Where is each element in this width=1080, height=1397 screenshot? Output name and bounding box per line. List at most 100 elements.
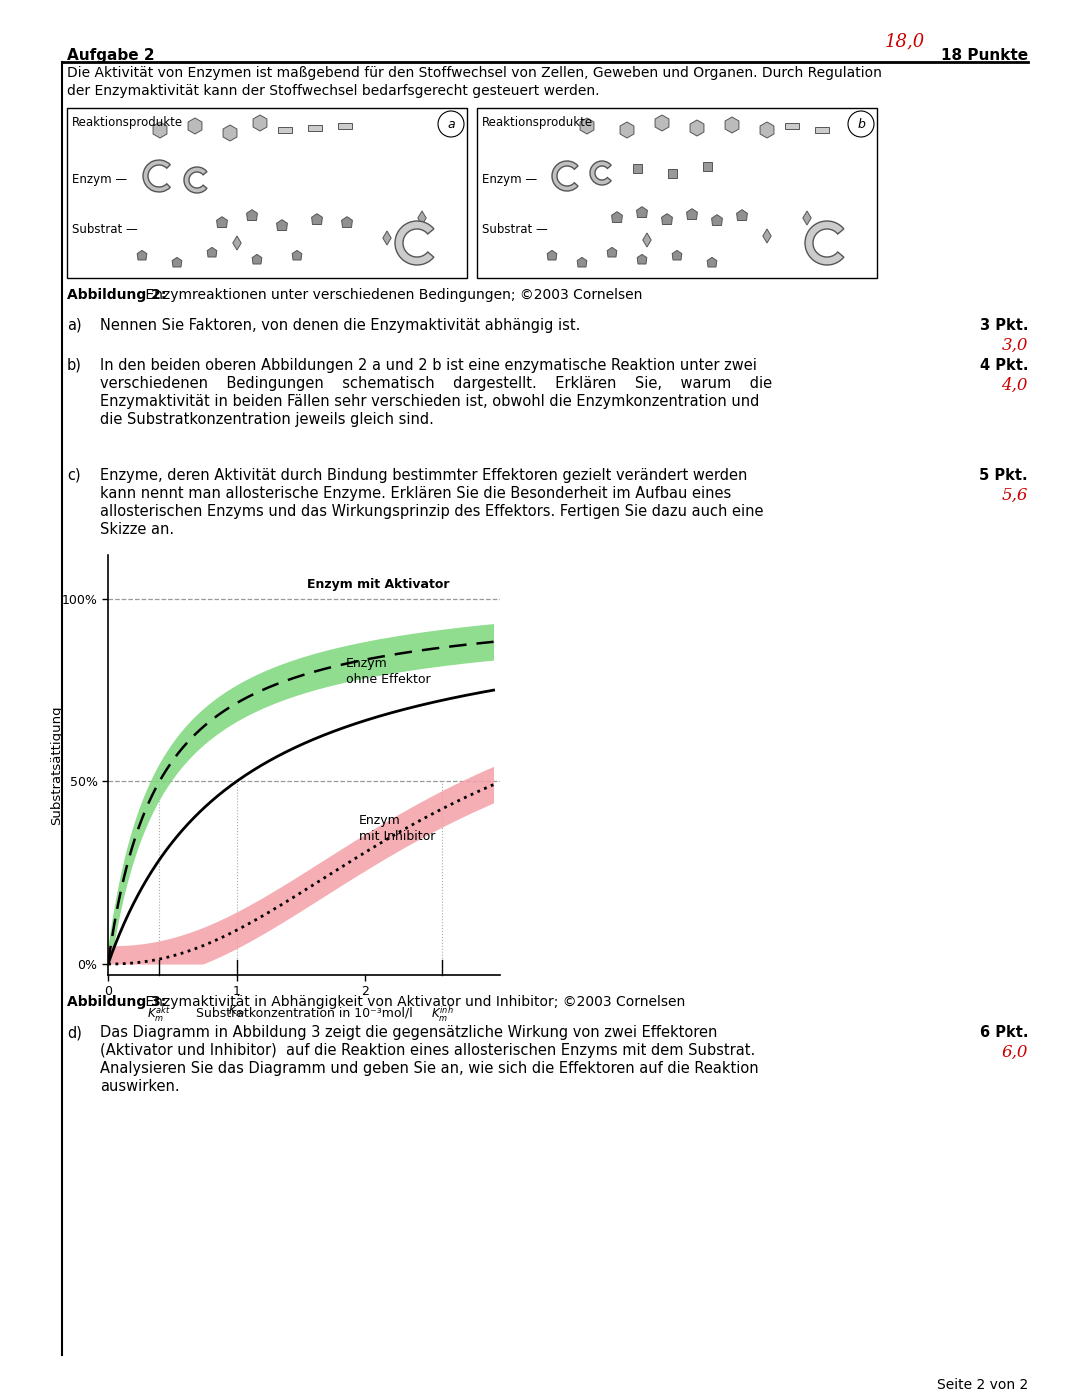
Polygon shape <box>224 124 237 141</box>
Bar <box>815 127 829 133</box>
Polygon shape <box>672 250 681 260</box>
Bar <box>338 123 352 129</box>
Polygon shape <box>253 254 261 264</box>
Text: In den beiden oberen Abbildungen 2 a und 2 b ist eine enzymatische Reaktion unte: In den beiden oberen Abbildungen 2 a und… <box>100 358 757 373</box>
Text: verschiedenen    Bedingungen    schematisch    dargestellt.    Erklären    Sie, : verschiedenen Bedingungen schematisch da… <box>100 376 772 391</box>
Polygon shape <box>253 115 267 131</box>
Text: Abbildung 2:: Abbildung 2: <box>67 288 166 302</box>
Polygon shape <box>341 217 352 228</box>
Bar <box>278 127 292 133</box>
Bar <box>785 123 799 129</box>
Text: Skizze an.: Skizze an. <box>100 522 174 536</box>
Polygon shape <box>611 212 622 222</box>
Text: der Enzymaktivität kann der Stoffwechsel bedarfsgerecht gesteuert werden.: der Enzymaktivität kann der Stoffwechsel… <box>67 84 599 98</box>
Text: 6,0: 6,0 <box>1001 1044 1028 1060</box>
Polygon shape <box>607 247 617 257</box>
Text: Aufgabe 2: Aufgabe 2 <box>67 47 154 63</box>
Text: 18,0: 18,0 <box>885 32 926 50</box>
Text: $K_m^{akt}$: $K_m^{akt}$ <box>148 1004 172 1024</box>
Text: 4 Pkt.: 4 Pkt. <box>980 358 1028 373</box>
Polygon shape <box>382 231 391 244</box>
Text: Enzymaktivität in Abhängigkeit von Aktivator und Inhibitor; ©2003 Cornelsen: Enzymaktivität in Abhängigkeit von Aktiv… <box>141 995 686 1009</box>
Polygon shape <box>687 208 698 219</box>
Text: auswirken.: auswirken. <box>100 1078 179 1094</box>
Polygon shape <box>188 117 202 134</box>
Text: $K_m$: $K_m$ <box>228 1004 245 1020</box>
Text: allosterischen Enzyms und das Wirkungsprinzip des Effektors. Fertigen Sie dazu a: allosterischen Enzyms und das Wirkungspr… <box>100 504 764 520</box>
Polygon shape <box>293 250 301 260</box>
Text: 4,0: 4,0 <box>1001 377 1028 394</box>
Text: Abbildung 2: Enzymreaktionen unter verschiedenen Bedingungen; ©2003 Cornelsen: Abbildung 2: Enzymreaktionen unter versc… <box>67 288 657 302</box>
Wedge shape <box>552 161 578 191</box>
Polygon shape <box>548 250 557 260</box>
Text: (Aktivator und Inhibitor)  auf die Reaktion eines allosterischen Enzyms mit dem : (Aktivator und Inhibitor) auf die Reakti… <box>100 1044 755 1058</box>
Text: c): c) <box>67 468 81 483</box>
Polygon shape <box>312 214 323 225</box>
Polygon shape <box>620 122 634 138</box>
Bar <box>477 108 877 278</box>
Wedge shape <box>143 161 171 191</box>
Text: Abbildung 3:: Abbildung 3: <box>67 995 166 1009</box>
Bar <box>667 169 676 177</box>
Polygon shape <box>233 236 241 250</box>
Wedge shape <box>590 161 611 184</box>
Text: Reaktionsprodukte: Reaktionsprodukte <box>482 116 593 129</box>
Polygon shape <box>712 215 723 225</box>
Text: 5,6: 5,6 <box>1001 488 1028 504</box>
Wedge shape <box>395 221 434 265</box>
Text: 5 Pkt.: 5 Pkt. <box>980 468 1028 483</box>
Polygon shape <box>707 257 717 267</box>
Text: die Substratkonzentration jeweils gleich sind.: die Substratkonzentration jeweils gleich… <box>100 412 434 427</box>
Text: 18 Punkte: 18 Punkte <box>941 47 1028 63</box>
Polygon shape <box>418 211 427 225</box>
Polygon shape <box>137 250 147 260</box>
Polygon shape <box>172 257 181 267</box>
Polygon shape <box>656 115 669 131</box>
Text: Die Aktivität von Enzymen ist maßgebend für den Stoffwechsel von Zellen, Geweben: Die Aktivität von Enzymen ist maßgebend … <box>67 66 882 80</box>
Text: Enzymreaktionen unter verschiedenen Bedingungen; ©2003 Cornelsen: Enzymreaktionen unter verschiedenen Bedi… <box>141 288 643 302</box>
Text: Enzym —: Enzym — <box>482 173 537 186</box>
Wedge shape <box>184 168 207 193</box>
Text: a): a) <box>67 319 82 332</box>
Text: d): d) <box>67 1025 82 1039</box>
Text: Substrat —: Substrat — <box>72 224 138 236</box>
Text: 3,0: 3,0 <box>1001 337 1028 353</box>
Text: Enzymaktivität in beiden Fällen sehr verschieden ist, obwohl die Enzymkonzentrat: Enzymaktivität in beiden Fällen sehr ver… <box>100 394 759 409</box>
Text: 3 Pkt.: 3 Pkt. <box>980 319 1028 332</box>
Polygon shape <box>637 254 647 264</box>
Polygon shape <box>725 117 739 133</box>
X-axis label: Substratkonzentration in 10⁻³mol/l: Substratkonzentration in 10⁻³mol/l <box>195 1007 413 1020</box>
Circle shape <box>848 110 874 137</box>
Text: Enzym
ohne Effektor: Enzym ohne Effektor <box>346 658 431 686</box>
Text: b): b) <box>67 358 82 373</box>
Polygon shape <box>643 233 651 247</box>
Circle shape <box>438 110 464 137</box>
Polygon shape <box>153 122 167 138</box>
Polygon shape <box>217 217 228 228</box>
Text: Das Diagramm in Abbildung 3 zeigt die gegensätzliche Wirkung von zwei Effektoren: Das Diagramm in Abbildung 3 zeigt die ge… <box>100 1025 717 1039</box>
Polygon shape <box>246 210 257 221</box>
Text: Enzym mit Aktivator: Enzym mit Aktivator <box>307 578 449 591</box>
Polygon shape <box>580 117 594 134</box>
Text: Reaktionsprodukte: Reaktionsprodukte <box>72 116 184 129</box>
Bar <box>633 163 642 172</box>
Bar <box>308 124 322 131</box>
Text: Enzym
mit Inhibitor: Enzym mit Inhibitor <box>359 814 435 844</box>
Wedge shape <box>805 221 843 265</box>
Text: Analysieren Sie das Diagramm und geben Sie an, wie sich die Effektoren auf die R: Analysieren Sie das Diagramm und geben S… <box>100 1060 758 1076</box>
Text: Nennen Sie Faktoren, von denen die Enzymaktivität abhängig ist.: Nennen Sie Faktoren, von denen die Enzym… <box>100 319 580 332</box>
Text: b: b <box>858 117 865 130</box>
Polygon shape <box>762 229 771 243</box>
Text: 6 Pkt.: 6 Pkt. <box>980 1025 1028 1039</box>
Bar <box>67 108 467 278</box>
Y-axis label: Substratsättigung: Substratsättigung <box>50 705 63 824</box>
Polygon shape <box>207 247 217 257</box>
Polygon shape <box>276 219 287 231</box>
Polygon shape <box>760 122 774 138</box>
Polygon shape <box>690 120 704 136</box>
Polygon shape <box>636 207 647 218</box>
Polygon shape <box>737 210 747 221</box>
Text: Enzyme, deren Aktivität durch Bindung bestimmter Effektoren gezielt verändert we: Enzyme, deren Aktivität durch Bindung be… <box>100 468 747 483</box>
Text: Seite 2 von 2: Seite 2 von 2 <box>936 1377 1028 1391</box>
Polygon shape <box>802 211 811 225</box>
